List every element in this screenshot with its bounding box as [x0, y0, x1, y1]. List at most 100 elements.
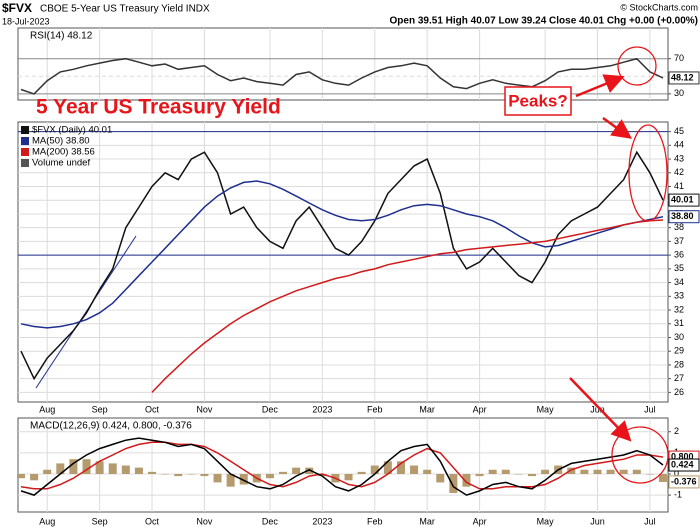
legend-label: Volume undef — [32, 158, 90, 169]
y-tick-label: 43 — [674, 153, 684, 163]
panel-frame — [17, 417, 669, 513]
x-tick-label: Apr — [473, 516, 487, 526]
y-tick-label: 0 — [674, 468, 679, 478]
histogram-bar — [200, 473, 209, 477]
y-tick-label: -1 — [674, 489, 682, 499]
y-tick-label: 42 — [674, 167, 684, 177]
histogram-bar — [56, 463, 65, 474]
histogram-bar — [488, 469, 497, 474]
histogram-bar — [30, 473, 39, 481]
histogram-bar — [187, 473, 196, 475]
x-tick-label: Nov — [196, 404, 213, 414]
y-tick-label: 26 — [674, 387, 684, 397]
legend-label: MA(200) 38.56 — [32, 147, 95, 158]
x-tick-label: 2023 — [312, 516, 332, 526]
tag-label: 0.800 — [671, 451, 694, 461]
histogram-bar — [619, 469, 628, 474]
histogram-bar — [265, 473, 274, 479]
histogram-bar — [370, 465, 379, 474]
histogram-bar — [305, 467, 314, 474]
callout-box — [504, 86, 572, 116]
y-tick-label: 29 — [674, 346, 684, 356]
histogram-bar — [82, 459, 91, 474]
highlight-circle — [611, 426, 669, 484]
x-tick-label: Mar — [419, 404, 435, 414]
y-tick-label: 41 — [674, 181, 684, 191]
x-tick-label: Dec — [262, 404, 279, 414]
symbol: $FVX — [2, 1, 32, 15]
legend-swatch — [21, 159, 29, 167]
histogram-bar — [383, 461, 392, 474]
tag-box — [668, 71, 700, 85]
series-line — [20, 57, 664, 95]
legend-label: MA(50) 38.80 — [32, 136, 90, 147]
last-value-tag: 48.12 — [668, 71, 700, 85]
quote: Open 39.51 High 40.07 Low 39.24 Close 40… — [390, 16, 698, 27]
histogram-bar — [514, 473, 523, 475]
tag-label: 38.80 — [671, 211, 694, 221]
x-tick-label: Aug — [39, 404, 55, 414]
histogram-bar — [436, 473, 445, 483]
y-tick-label: 35 — [674, 263, 684, 273]
x-tick-label: Sep — [92, 404, 108, 414]
x-tick-label: 2023 — [312, 404, 332, 414]
tag-label: 0.424 — [671, 459, 694, 469]
legend-swatch — [21, 137, 29, 145]
histogram-bar — [527, 473, 536, 477]
last-value-tag: 40.01 — [668, 193, 700, 207]
last-value-tag: 38.80 — [668, 210, 700, 224]
y-tick-label: 37 — [674, 236, 684, 246]
histogram-bar — [134, 467, 143, 474]
series-line — [151, 219, 664, 393]
y-tick-label: 31 — [674, 318, 684, 328]
histogram-bar — [357, 471, 366, 474]
tag-label: 48.12 — [671, 72, 694, 82]
histogram-bar — [475, 473, 484, 477]
y-tick-label: 70 — [674, 53, 684, 63]
annotation-title: 5 Year US Treasury Yield — [36, 96, 281, 119]
x-tick-label: Feb — [367, 404, 383, 414]
histogram-bar — [632, 469, 641, 474]
histogram-bar — [580, 469, 589, 474]
histogram-bar — [501, 469, 510, 474]
x-tick-label: Jun — [590, 404, 605, 414]
histogram-bar — [17, 473, 25, 479]
arrow — [575, 74, 625, 98]
arrow — [569, 377, 632, 442]
annotation-peaks: Peaks? — [508, 91, 568, 110]
y-tick-label: 33 — [674, 291, 684, 301]
legend-swatch — [21, 148, 29, 156]
y-tick-label: 2 — [674, 426, 679, 436]
histogram-bar — [213, 473, 222, 483]
legend-swatch — [21, 126, 29, 134]
instrument-name: CBOE 5-Year US Treasury Yield INDX — [40, 4, 210, 15]
y-tick-label: 36 — [674, 250, 684, 260]
panel-title: RSI(14) 48.12 — [30, 31, 93, 42]
x-tick-label: Mar — [419, 516, 435, 526]
highlight-ellipse — [628, 124, 668, 222]
histogram-bar — [161, 473, 170, 475]
histogram-bar — [69, 459, 78, 474]
histogram-bar — [541, 469, 550, 474]
x-tick-label: Oct — [145, 404, 160, 414]
x-tick-label: Jul — [644, 404, 656, 414]
panel-title: MACD(12,26,9) 0.424, 0.800, -0.376 — [30, 421, 192, 432]
legend-label: $FVX (Daily) 40.01 — [32, 125, 112, 136]
tag-box — [668, 210, 700, 224]
credit: © StockCharts.com — [620, 2, 698, 12]
y-tick-label: 28 — [674, 359, 684, 369]
x-tick-label: May — [537, 404, 555, 414]
y-tick-label: 30 — [674, 88, 684, 98]
histogram-bar — [462, 473, 471, 487]
histogram-bar — [593, 469, 602, 474]
series-line — [20, 437, 664, 496]
series-line — [20, 180, 664, 329]
annotations: 5 Year US Treasury Yield Peaks? — [36, 46, 669, 484]
x-tick-label: Apr — [473, 404, 487, 414]
y-tick-label: 44 — [674, 140, 684, 150]
panel-frame — [17, 121, 669, 403]
tag-box — [668, 458, 700, 472]
y-tick-label: 38 — [674, 222, 684, 232]
histogram-bar — [410, 465, 419, 474]
